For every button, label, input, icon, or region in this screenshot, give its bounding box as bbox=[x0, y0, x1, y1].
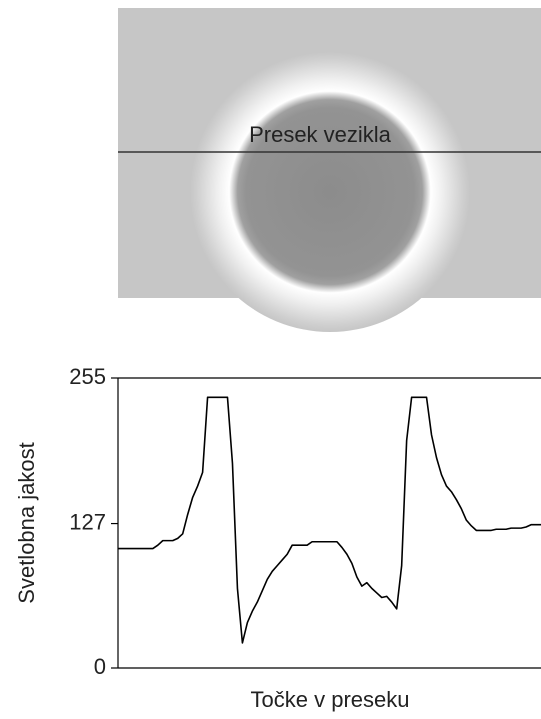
vesicle bbox=[190, 52, 470, 332]
x-axis-label: Točke v preseku bbox=[251, 687, 410, 712]
y-axis-label: Svetlobna jakost bbox=[14, 442, 39, 603]
figure: Presek vezikla Svetlobna jakost Točke v … bbox=[0, 0, 541, 719]
image-label: Presek vezikla bbox=[249, 122, 392, 147]
y-tick-label: 127 bbox=[69, 509, 106, 534]
page: Presek vezikla Svetlobna jakost Točke v … bbox=[0, 0, 541, 719]
intensity-line bbox=[118, 397, 541, 643]
y-tick-label: 0 bbox=[94, 654, 106, 679]
y-tick-label: 255 bbox=[69, 364, 106, 389]
